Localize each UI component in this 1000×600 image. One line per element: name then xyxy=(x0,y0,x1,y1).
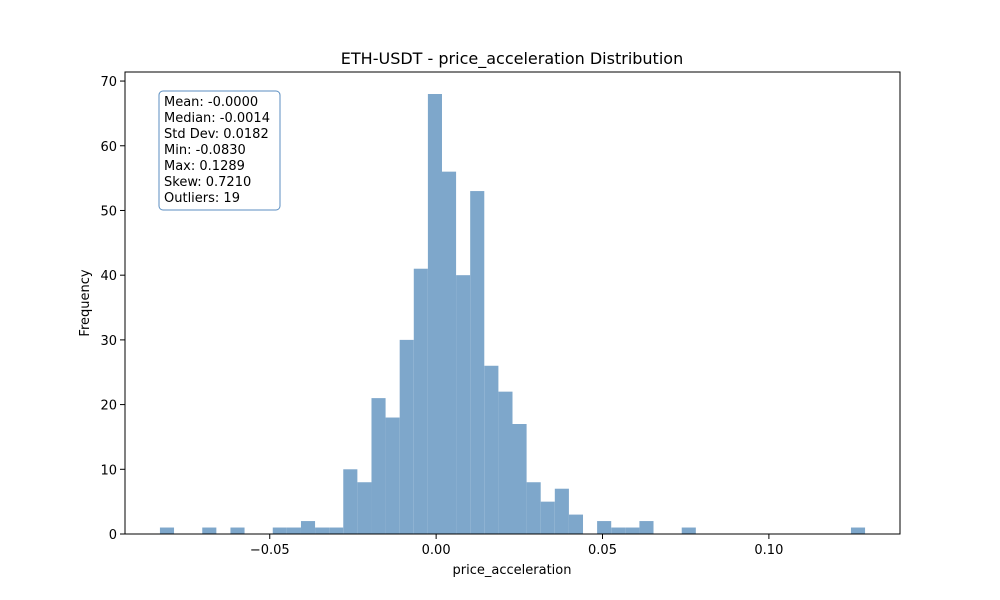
y-axis-label: Frequency xyxy=(78,269,93,336)
histogram-bar xyxy=(625,527,640,534)
histogram-bar xyxy=(202,527,217,534)
x-axis-label: price_acceleration xyxy=(453,563,572,578)
histogram-bar xyxy=(611,527,626,534)
stats-mean: Mean: -0.0000 xyxy=(164,95,258,110)
y-tick-label: 10 xyxy=(100,463,117,478)
y-tick-label: 40 xyxy=(100,269,117,284)
histogram-bar xyxy=(413,268,428,534)
histogram-bar xyxy=(371,398,386,534)
y-tick-label: 30 xyxy=(100,334,117,349)
y-tick-label: 50 xyxy=(100,204,117,219)
stats-skew: Skew: 0.7210 xyxy=(164,175,251,190)
histogram-bar xyxy=(526,482,541,534)
bars-group xyxy=(159,94,866,534)
histogram-bar xyxy=(230,527,245,534)
y-tick-label: 70 xyxy=(100,75,117,90)
histogram-bar xyxy=(554,488,569,534)
histogram-bar xyxy=(343,469,358,534)
histogram-bar xyxy=(850,527,866,534)
histogram-bar xyxy=(159,527,175,534)
x-tick-label: 0.10 xyxy=(754,543,783,558)
histogram-bar xyxy=(639,521,654,534)
histogram-bar xyxy=(456,275,471,534)
histogram-bar xyxy=(272,527,287,534)
x-tick-label: 0.05 xyxy=(588,543,617,558)
x-tick-label: 0.00 xyxy=(422,543,451,558)
y-tick-label: 60 xyxy=(100,140,117,155)
stats-box-border xyxy=(158,90,281,211)
histogram-bar xyxy=(329,527,344,534)
histogram-bar xyxy=(498,391,513,534)
histogram-bar xyxy=(540,501,555,534)
stats-std-dev: Std Dev: 0.0182 xyxy=(164,127,269,142)
histogram-bar xyxy=(286,527,301,534)
histogram-bar xyxy=(441,171,457,534)
plot-frame xyxy=(124,71,901,535)
histogram-bar xyxy=(568,514,584,534)
histogram-bar xyxy=(484,365,499,534)
y-axis-ticks: 0 10 20 30 40 50 60 70 xyxy=(100,75,125,543)
stats-max: Max: 0.1289 xyxy=(164,159,245,174)
histogram-bar xyxy=(385,417,400,534)
chart-title: ETH-USDT - price_acceleration Distributi… xyxy=(341,49,683,69)
histogram-bar xyxy=(597,521,612,534)
histogram-bar xyxy=(399,339,414,534)
x-axis-ticks: −0.05 0.00 0.05 0.10 xyxy=(250,534,783,558)
histogram-bar xyxy=(300,521,316,534)
histogram-bar xyxy=(357,482,372,534)
histogram-bar xyxy=(512,424,527,534)
stats-min: Min: -0.0830 xyxy=(164,143,246,158)
stats-outliers: Outliers: 19 xyxy=(164,191,240,206)
stats-median: Median: -0.0014 xyxy=(164,111,270,126)
histogram-bar xyxy=(470,191,485,534)
histogram-bar xyxy=(315,527,330,534)
y-tick-label: 0 xyxy=(109,528,117,543)
x-tick-label: −0.05 xyxy=(250,543,290,558)
histogram-bar xyxy=(681,527,696,534)
stats-box: Mean: -0.0000 Median: -0.0014 Std Dev: 0… xyxy=(158,90,281,211)
histogram-bar xyxy=(427,94,442,534)
y-tick-label: 20 xyxy=(100,399,117,414)
